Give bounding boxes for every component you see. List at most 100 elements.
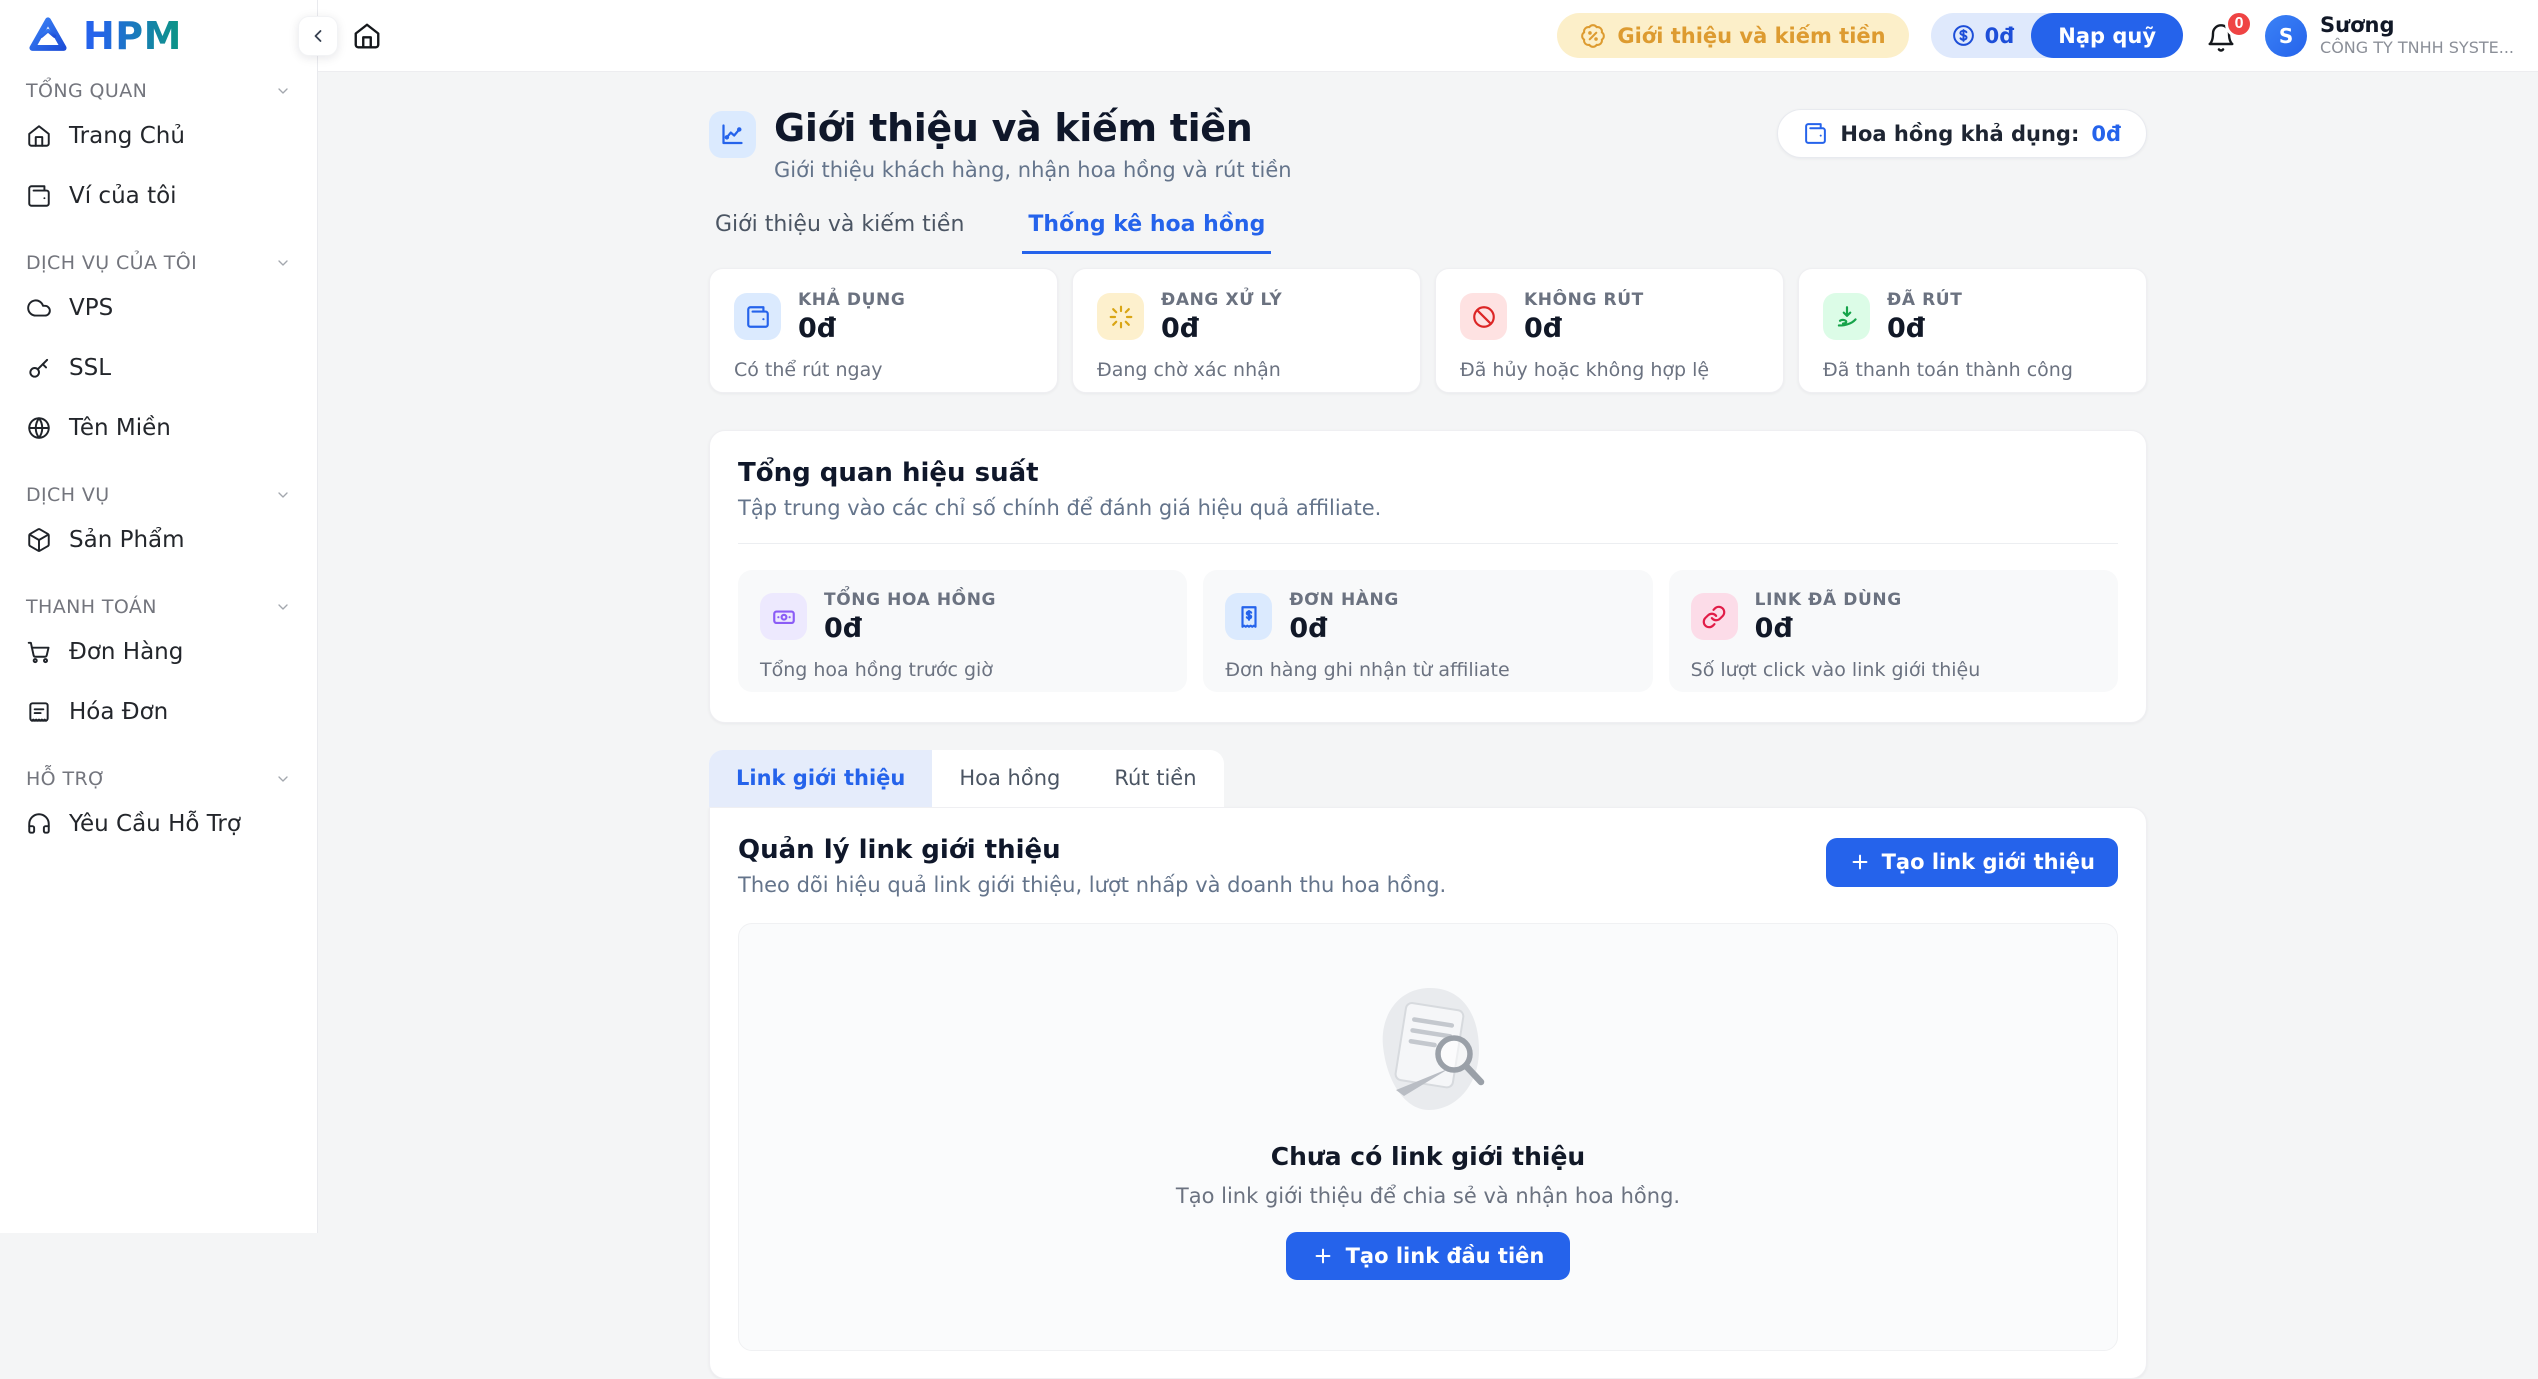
stat-description: Đã hủy hoặc không hợp lệ	[1460, 358, 1710, 381]
user-menu[interactable]: S Sương CÔNG TY TNHH SYSTE...	[2265, 13, 2514, 58]
page-title: Giới thiệu và kiếm tiền	[774, 106, 1253, 150]
sidebar-item-ssl[interactable]: SSL	[26, 338, 291, 398]
metric-label: LINK ĐÃ DÙNG	[1754, 589, 1902, 610]
metric-card-don-hang: ĐƠN HÀNG 0đ Đơn hàng ghi nhận từ affilia…	[1203, 569, 1653, 692]
shopping-cart-icon	[27, 641, 50, 664]
stat-value: 0đ	[1887, 312, 1926, 344]
sidebar-item-hoa-don[interactable]: Hóa Đơn	[26, 682, 291, 742]
user-company: CÔNG TY TNHH SYSTE...	[2320, 38, 2514, 58]
metric-description: Đơn hàng ghi nhận từ affiliate	[1225, 658, 1510, 681]
sidebar: HPM TỔNG QUAN Trang Chủ Ví của tôi DỊCH …	[0, 0, 318, 1233]
sidebar-item-don-hang[interactable]: Đơn Hàng	[26, 622, 291, 682]
metric-card-tong-hoa-hong: TỔNG HOA HỒNG 0đ Tổng hoa hồng trước giờ	[738, 569, 1188, 692]
metric-card-link-da-dung: LINK ĐÃ DÙNG 0đ Số lượt click vào link g…	[1668, 569, 2118, 692]
divider	[738, 542, 2118, 544]
globe-icon	[28, 417, 50, 439]
withdraw-icon	[1837, 305, 1857, 327]
user-meta: Sương CÔNG TY TNHH SYSTE...	[2320, 13, 2514, 58]
create-first-link-button[interactable]: Tạo link đầu tiên	[1285, 1231, 1571, 1280]
home-icon	[28, 125, 50, 147]
sidebar-item-label: Ví của tôi	[69, 183, 177, 209]
sidebar-collapse-button[interactable]	[298, 16, 338, 56]
wallet-balance[interactable]: 0đ	[1931, 23, 2032, 48]
invoice-icon	[29, 702, 49, 722]
sidebar-item-vps[interactable]: VPS	[26, 278, 291, 338]
wallet-icon	[746, 305, 769, 328]
brand-logo[interactable]: HPM	[0, 0, 317, 72]
available-commission-pill: Hoa hồng khả dụng: 0đ	[1777, 109, 2147, 158]
sidebar-section-ho-tro[interactable]: HỖ TRỢ	[26, 764, 291, 794]
topup-button[interactable]: Nạp quỹ	[2031, 13, 2184, 58]
stat-icon-box	[734, 293, 781, 341]
package-icon	[28, 528, 50, 552]
tab-link-gioi-thieu[interactable]: Link giới thiệu	[709, 749, 933, 807]
sidebar-section-tong-quan[interactable]: TỔNG QUAN	[26, 76, 291, 106]
metric-icon-box	[1225, 593, 1273, 641]
stat-description: Đã thanh toán thành công	[1823, 358, 2073, 381]
brand-name: HPM	[83, 14, 182, 58]
sidebar-section-dich-vu[interactable]: DỊCH VỤ	[26, 480, 291, 510]
metric-icon-box	[1690, 593, 1738, 641]
wallet-balance-value: 0đ	[1984, 23, 2015, 48]
tab-hoa-hong[interactable]: Hoa hồng	[959, 766, 1061, 791]
sidebar-item-label: Hóa Đơn	[69, 699, 169, 725]
stat-label: ĐÃ RÚT	[1887, 289, 1963, 310]
tab-thong-ke-hoa-hong[interactable]: Thống kê hoa hồng	[1022, 212, 1272, 254]
stats-row: KHẢ DỤNG 0đ Có thể rút ngay ĐANG XỬ LÝ 0…	[709, 267, 2147, 393]
sidebar-section-dich-vu-cua-toi[interactable]: DỊCH VỤ CỦA TÔI	[26, 248, 291, 278]
badge-percent-icon	[1581, 23, 1606, 48]
home-button[interactable]	[352, 21, 382, 51]
loader-icon	[1109, 305, 1132, 329]
sidebar-section: HỖ TRỢ Yêu Cầu Hỗ Trợ	[26, 764, 291, 854]
topbar: Giới thiệu và kiếm tiền 0đ Nạp quỹ 0 S S…	[318, 0, 2538, 72]
chevron-down-icon	[278, 88, 288, 94]
sidebar-section: DỊCH VỤ Sản Phẩm	[26, 480, 291, 570]
stat-value: 0đ	[1524, 312, 1563, 344]
performance-title: Tổng quan hiệu suất	[738, 457, 1039, 488]
stat-icon-box	[1823, 293, 1870, 341]
page-title-icon-box	[709, 111, 756, 158]
plus-icon	[1315, 1248, 1331, 1264]
chevron-left-icon	[314, 30, 322, 42]
stat-description: Đang chờ xác nhận	[1097, 358, 1281, 381]
stat-label: KHÔNG RÚT	[1524, 289, 1644, 310]
create-referral-link-button[interactable]: Tạo link giới thiệu	[1825, 837, 2118, 887]
chevron-down-icon	[278, 260, 288, 266]
available-commission-label: Hoa hồng khả dụng:	[1840, 121, 2080, 146]
sidebar-item-vi-cua-toi[interactable]: Ví của tôi	[26, 166, 291, 226]
sidebar-item-yeu-cau-ho-tro[interactable]: Yêu Cầu Hỗ Trợ	[26, 794, 291, 854]
referral-pill-button[interactable]: Giới thiệu và kiếm tiền	[1557, 13, 1909, 58]
stat-card-khong-rut: KHÔNG RÚT 0đ Đã hủy hoặc không hợp lệ	[1435, 267, 1784, 393]
sidebar-section: TỔNG QUAN Trang Chủ Ví của tôi	[26, 76, 291, 226]
section-label-text: TỔNG QUAN	[26, 80, 148, 102]
section-label-text: DỊCH VỤ	[26, 484, 110, 506]
chevron-down-icon	[278, 492, 288, 498]
brand-logo-icon	[29, 17, 67, 51]
sidebar-item-san-pham[interactable]: Sản Phẩm	[26, 510, 291, 570]
metric-description: Tổng hoa hồng trước giờ	[760, 658, 993, 681]
sidebar-item-label: SSL	[69, 355, 112, 381]
sidebar-section-thanh-toan[interactable]: THANH TOÁN	[26, 592, 291, 622]
main-content: Giới thiệu và kiếm tiền Giới thiệu khách…	[318, 72, 2538, 1379]
banknote-icon	[772, 610, 795, 624]
stat-label: ĐANG XỬ LÝ	[1161, 289, 1283, 310]
create-referral-link-label: Tạo link giới thiệu	[1881, 850, 2095, 875]
sidebar-section: DỊCH VỤ CỦA TÔI VPS SSL Tên Miền	[26, 248, 291, 458]
section-label-text: DỊCH VỤ CỦA TÔI	[26, 252, 198, 274]
sidebar-item-ten-mien[interactable]: Tên Miền	[26, 398, 291, 458]
notifications-button[interactable]: 0	[2205, 9, 2254, 60]
sidebar-section: THANH TOÁN Đơn Hàng Hóa Đơn	[26, 592, 291, 742]
wallet-icon	[1805, 123, 1827, 144]
sidebar-item-label: Sản Phẩm	[69, 527, 185, 553]
tab-gioi-thieu-va-kiem-tien[interactable]: Giới thiệu và kiếm tiền	[715, 211, 965, 237]
page-header: Giới thiệu và kiếm tiền Giới thiệu khách…	[709, 106, 2147, 182]
metric-value: 0đ	[1289, 612, 1328, 644]
stat-label: KHẢ DỤNG	[798, 289, 906, 310]
links-tabs: Link giới thiệu Hoa hồng Rút tiền	[709, 749, 1224, 807]
avatar: S	[2265, 14, 2308, 57]
sidebar-item-trang-chu[interactable]: Trang Chủ	[26, 106, 291, 166]
key-icon	[29, 358, 49, 378]
sidebar-item-label: VPS	[69, 295, 114, 321]
performance-card: Tổng quan hiệu suất Tập trung vào các ch…	[709, 429, 2147, 723]
tab-rut-tien[interactable]: Rút tiền	[1114, 766, 1197, 791]
